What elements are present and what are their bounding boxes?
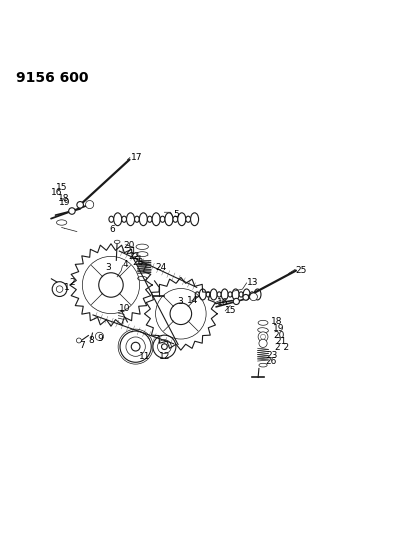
Text: 15: 15: [225, 306, 237, 316]
Circle shape: [261, 334, 266, 339]
Text: 1: 1: [64, 284, 70, 293]
Text: 24: 24: [155, 263, 166, 272]
Ellipse shape: [122, 216, 127, 222]
Ellipse shape: [139, 213, 148, 225]
Text: 18: 18: [58, 194, 69, 203]
Circle shape: [77, 201, 83, 208]
Text: 5: 5: [173, 210, 179, 219]
Text: 4: 4: [122, 260, 128, 269]
Circle shape: [52, 282, 67, 296]
Text: 22: 22: [128, 252, 139, 261]
Circle shape: [131, 342, 140, 351]
Ellipse shape: [258, 328, 268, 333]
Ellipse shape: [138, 277, 147, 280]
Ellipse shape: [239, 292, 243, 297]
Circle shape: [243, 294, 249, 300]
Ellipse shape: [114, 213, 122, 225]
Ellipse shape: [56, 220, 67, 225]
Text: 19: 19: [273, 324, 285, 333]
Text: 2 2: 2 2: [275, 343, 289, 352]
Circle shape: [95, 332, 104, 341]
Circle shape: [69, 208, 75, 214]
Ellipse shape: [221, 289, 228, 300]
Ellipse shape: [148, 216, 152, 222]
Ellipse shape: [152, 213, 160, 225]
Text: 3: 3: [106, 263, 111, 272]
Circle shape: [76, 338, 81, 343]
Text: 8: 8: [89, 336, 95, 345]
Circle shape: [153, 335, 176, 358]
Circle shape: [99, 273, 123, 297]
Circle shape: [250, 293, 257, 301]
Text: 2: 2: [69, 278, 75, 287]
Ellipse shape: [160, 216, 165, 222]
Ellipse shape: [232, 289, 239, 300]
Ellipse shape: [258, 320, 268, 325]
Circle shape: [259, 339, 267, 348]
Text: 26: 26: [265, 357, 277, 366]
Text: 23: 23: [267, 351, 278, 360]
Text: 21: 21: [125, 247, 136, 256]
Circle shape: [233, 298, 239, 304]
Text: 9: 9: [97, 334, 103, 343]
Ellipse shape: [186, 216, 191, 222]
Ellipse shape: [165, 213, 173, 225]
Ellipse shape: [206, 292, 210, 297]
Circle shape: [56, 286, 63, 293]
Text: 13: 13: [247, 278, 258, 287]
Text: 6: 6: [110, 225, 115, 234]
Ellipse shape: [173, 216, 178, 222]
Text: 15: 15: [56, 183, 67, 192]
Circle shape: [120, 331, 151, 362]
Ellipse shape: [243, 289, 250, 300]
Text: 25: 25: [296, 265, 307, 274]
Text: 20: 20: [273, 330, 285, 340]
Text: 12: 12: [159, 352, 171, 361]
Circle shape: [258, 332, 268, 342]
Ellipse shape: [259, 364, 267, 367]
Text: 19: 19: [59, 198, 71, 207]
Text: 14: 14: [187, 296, 198, 305]
Text: 10: 10: [119, 304, 131, 313]
Text: 16: 16: [51, 188, 62, 197]
Ellipse shape: [109, 216, 114, 222]
Ellipse shape: [250, 292, 254, 297]
Ellipse shape: [136, 252, 148, 256]
Text: 23: 23: [132, 258, 144, 267]
Ellipse shape: [127, 213, 134, 225]
Ellipse shape: [114, 240, 120, 244]
Ellipse shape: [254, 289, 261, 300]
Circle shape: [170, 303, 192, 325]
Ellipse shape: [199, 289, 206, 300]
Ellipse shape: [136, 244, 148, 249]
Ellipse shape: [210, 289, 217, 300]
Text: 3: 3: [178, 296, 183, 305]
Text: 16: 16: [217, 298, 228, 307]
Ellipse shape: [134, 216, 139, 222]
Ellipse shape: [228, 292, 232, 297]
Ellipse shape: [178, 213, 186, 225]
Text: 18: 18: [271, 318, 283, 327]
Circle shape: [85, 200, 94, 208]
Text: 9156 600: 9156 600: [16, 71, 89, 85]
Ellipse shape: [191, 213, 199, 225]
Circle shape: [162, 344, 167, 350]
Ellipse shape: [217, 292, 221, 297]
Text: 7: 7: [79, 341, 85, 350]
Text: 20: 20: [123, 241, 135, 251]
Ellipse shape: [195, 292, 199, 297]
Text: 17: 17: [131, 153, 143, 162]
Text: 11: 11: [139, 352, 150, 361]
Text: 21: 21: [275, 337, 287, 346]
